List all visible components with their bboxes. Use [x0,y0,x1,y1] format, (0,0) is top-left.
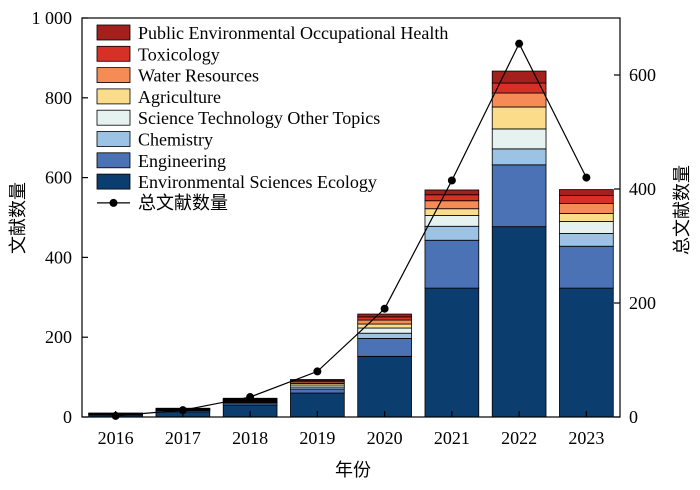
legend-label: Toxicology [138,44,220,64]
legend-line-marker [109,198,118,207]
plot-frame [81,17,621,418]
legend-label: Chemistry [138,130,213,150]
bar-segment-2021-s7 [424,189,480,196]
bar-segment-2020-s5 [357,319,412,325]
bar-segment-2023-s4 [559,213,614,222]
total-point-2017 [178,406,187,415]
legend-swatch [96,131,131,147]
legend-label: 总文献数量 [138,193,228,214]
bar-segment-2020-s1 [357,337,412,357]
bar-segment-2020-s7 [357,313,412,318]
x-axis-label: 年份 [335,460,371,481]
legend-label: Science Technology Other Topics [138,108,380,128]
right-tick-label: 200 [629,293,656,313]
legend-label: Public Environmental Occupational Health [138,23,448,43]
bar-segment-2023-s1 [559,245,614,289]
legend-swatch [96,67,131,83]
bar-segment-2020-s0 [357,355,412,418]
right-tick-label: 600 [629,65,656,85]
bar-segment-2022-s7 [491,70,547,84]
total-point-2020 [380,304,389,313]
right-tick-label: 400 [629,179,656,199]
bar-segment-2023-s5 [559,203,614,214]
legend-swatch [96,109,131,126]
bar-segment-2021-s5 [424,200,480,210]
bar-segment-2022-s3 [491,128,547,150]
bar-segment-2022-s0 [491,226,547,418]
bar-segment-2021-s6 [424,194,480,202]
legend-swatch [96,24,131,41]
left-tick-label: 200 [45,327,72,347]
legend-label: Engineering [138,151,226,171]
bar-segment-2023-s3 [559,221,614,234]
left-y-axis-label: 文献数量 [8,182,29,254]
left-tick-label: 800 [45,88,72,108]
total-point-2018 [246,393,255,402]
legend-swatch [96,88,131,105]
x-tick-label: 2017 [165,428,201,448]
x-tick-label: 2020 [367,428,403,448]
left-tick-label: 600 [45,168,72,188]
bar-segment-2022-s2 [491,148,547,166]
bar-segment-2020-s2 [357,332,412,339]
bar-segment-2021-s2 [424,225,480,241]
legend-swatch [96,45,131,62]
x-tick-label: 2019 [299,428,335,448]
total-point-2023 [582,173,591,182]
left-y-axis: 0 200 400 600 800 1 000 [32,8,88,427]
bar-segment-2019-s7 [290,379,345,382]
x-tick-label: 2016 [98,428,134,448]
legend-label: Agriculture [138,87,221,107]
total-point-2021 [447,176,456,185]
legend-label: Environmental Sciences Ecology [138,172,377,192]
bar-segment-2020-s3 [357,327,412,334]
x-tick-label: 2022 [501,428,537,448]
bar-segment-2023-s2 [559,233,614,247]
legend-swatch [96,152,131,169]
left-tick-label: 400 [45,247,72,267]
x-tick-label: 2021 [434,428,470,448]
right-y-axis: 0 200 400 600 [614,65,656,427]
bar-segment-2022-s6 [491,82,547,94]
x-tick-label: 2023 [568,428,604,448]
bar-segment-2023-s0 [559,287,614,418]
right-y-axis-label: 总文献数量 [672,165,693,255]
right-tick-label: 0 [629,407,638,427]
legend: Public Environmental Occupational Health… [96,23,448,214]
bar-segment-2022-s5 [491,92,547,108]
x-axis: 2016 2017 2018 2019 2020 2021 2022 2023 [98,411,604,448]
total-line [115,42,587,417]
total-point-2019 [313,367,322,376]
legend-swatch [96,173,131,190]
total-point-2022 [515,39,524,48]
legend-label: Water Resources [138,66,259,86]
bar-segment-2020-s6 [357,316,412,321]
bar-segment-2023-s7 [559,189,614,196]
bar-segment-2019-s1 [290,388,345,394]
bar-segment-2022-s1 [491,164,547,228]
bar-segment-2022-s4 [491,106,547,130]
x-tick-label: 2018 [232,428,268,448]
left-tick-label: 0 [63,407,72,427]
bar-segment-2021-s1 [424,239,480,289]
bar-segment-2021-s0 [424,287,480,418]
left-tick-label: 1 000 [32,8,73,28]
bar-segment-2023-s6 [559,195,614,204]
bar-segment-2021-s4 [424,208,480,216]
